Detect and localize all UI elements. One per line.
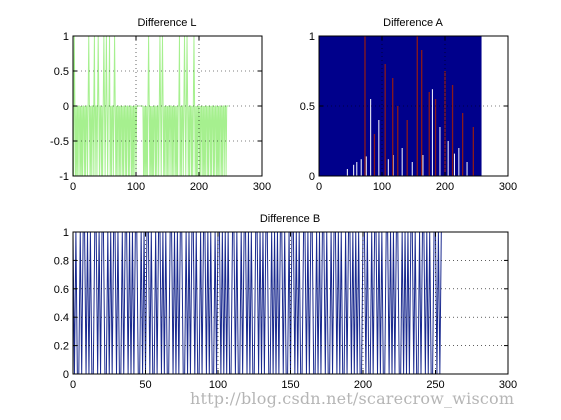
x-tick-label: 250: [426, 379, 444, 391]
y-tick-label: 0: [63, 101, 69, 113]
y-tick-label: 1: [63, 227, 69, 239]
y-tick-label: 0.5: [54, 66, 69, 78]
x-tick-label: 150: [281, 379, 299, 391]
y-tick-label: -1: [59, 171, 69, 183]
series-line: [72, 231, 443, 375]
background-span: [319, 36, 482, 176]
y-tick-label: 1: [63, 31, 69, 43]
x-tick-label: 50: [139, 379, 151, 391]
y-tick-label: 0.6: [54, 284, 69, 296]
x-tick-label: 100: [127, 181, 145, 193]
x-tick-label: 0: [70, 379, 76, 391]
panel-difference-l: Difference L 0 100 200 300 -1 -0.5 0 0.5 1: [50, 17, 271, 193]
x-tick-label: 200: [436, 181, 454, 193]
series-line: [72, 35, 229, 177]
watermark-text: http://blog.csdn.net/scarecrow_wiscom: [190, 389, 515, 408]
x-tick-label: 200: [354, 379, 372, 391]
title-difference-a: Difference A: [383, 17, 443, 29]
title-difference-b: Difference B: [260, 213, 320, 225]
title-difference-l: Difference L: [137, 17, 196, 29]
panel-difference-a: Difference A 0 100 200 300 0 0.5 1: [300, 17, 517, 193]
y-tick-label: 0.8: [54, 255, 69, 267]
y-tick-label: 0: [63, 369, 69, 381]
y-tick-label: 0.4: [54, 312, 69, 324]
y-tick-label: 0: [309, 171, 315, 183]
x-tick-label: 0: [70, 181, 76, 193]
y-tick-label: 0.2: [54, 341, 69, 353]
x-tick-label: 0: [316, 181, 322, 193]
x-tick-label: 300: [499, 181, 517, 193]
x-tick-label: 100: [373, 181, 391, 193]
x-tick-label: 300: [499, 379, 517, 391]
y-tick-label: 1: [309, 31, 315, 43]
x-tick-label: 100: [209, 379, 227, 391]
panel-difference-b: Difference B 0 50 100 150 200 250 300 0 0.2 0.4 0.…: [54, 213, 517, 391]
y-tick-label: 0.5: [300, 101, 315, 113]
y-tick-label: -0.5: [50, 136, 69, 148]
x-tick-label: 200: [190, 181, 208, 193]
x-tick-label: 300: [253, 181, 271, 193]
